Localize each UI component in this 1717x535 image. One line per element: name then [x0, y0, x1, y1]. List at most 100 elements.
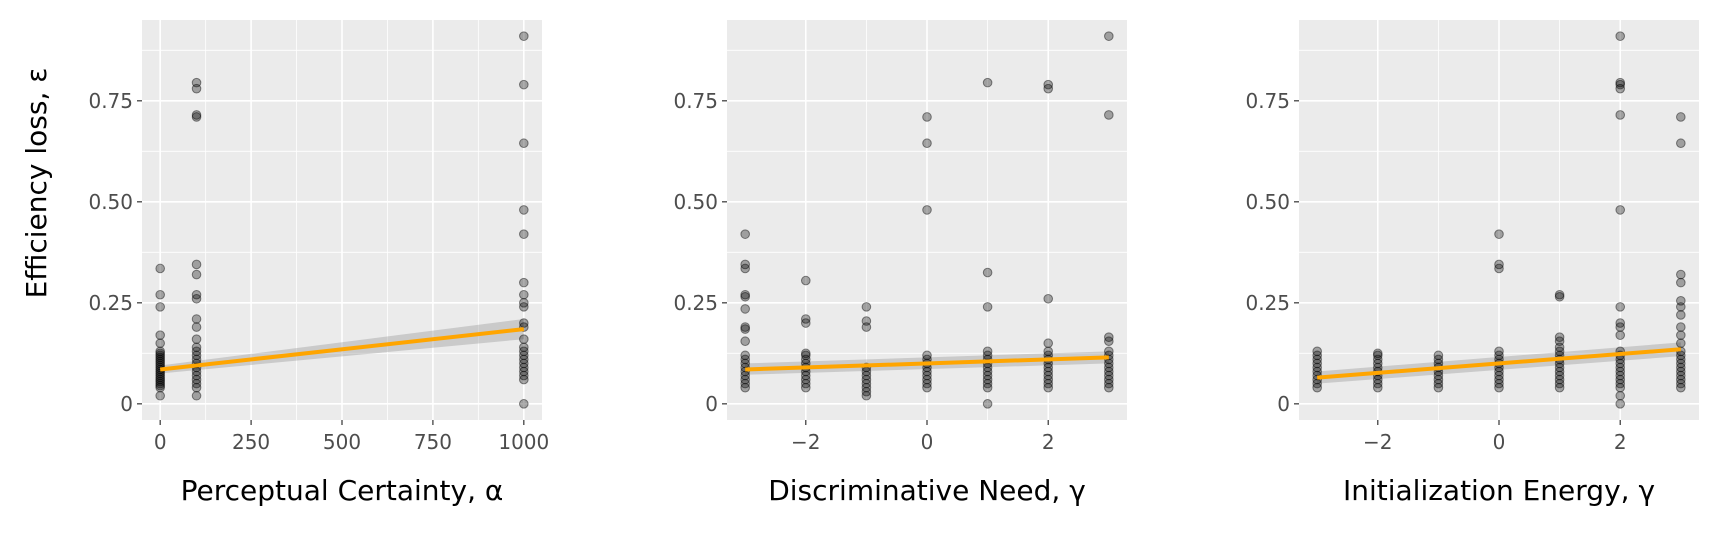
- fit-line: [745, 355, 1109, 372]
- data-point: [1554, 289, 1565, 300]
- data-point: [800, 382, 811, 393]
- data-point: [191, 269, 202, 280]
- data-point: [861, 382, 872, 393]
- data-point: [1676, 112, 1686, 122]
- data-point: [519, 346, 529, 357]
- data-point: [1494, 374, 1504, 385]
- data-point: [1372, 378, 1383, 389]
- data-point: [1676, 362, 1686, 373]
- y-tick-label: 0: [120, 392, 133, 416]
- data-point: [1312, 362, 1322, 373]
- data-point: [191, 83, 202, 94]
- data-point: [1676, 354, 1686, 365]
- data-point: [191, 374, 202, 385]
- data-point: [519, 302, 529, 312]
- data-point: [1676, 370, 1686, 381]
- data-point: [1554, 370, 1565, 381]
- data-point: [155, 289, 165, 300]
- data-point: [1615, 79, 1626, 90]
- data-point: [519, 358, 529, 369]
- data-point: [800, 350, 811, 361]
- data-point: [1615, 77, 1626, 88]
- data-point: [519, 138, 529, 149]
- data-point: [155, 374, 165, 385]
- data-point: [519, 31, 529, 41]
- data-point: [519, 277, 529, 288]
- data-point: [155, 350, 165, 361]
- data-point: [519, 289, 529, 300]
- data-point: [1312, 350, 1322, 361]
- data-point: [1043, 79, 1054, 90]
- data-point: [740, 370, 750, 381]
- data-point: [982, 366, 993, 377]
- data-point: [1104, 366, 1114, 377]
- data-point: [519, 318, 529, 328]
- data-point: [800, 370, 811, 381]
- data-point: [982, 267, 993, 278]
- data-point: [1554, 382, 1565, 393]
- data-point: [1372, 382, 1383, 393]
- data-point: [519, 229, 529, 239]
- y-tick-label: 0.25: [88, 291, 133, 315]
- data-point: [740, 354, 750, 365]
- data-point: [191, 259, 202, 270]
- data-point: [519, 399, 529, 409]
- data-point: [861, 374, 872, 385]
- data-point: [191, 322, 202, 332]
- data-point: [982, 370, 993, 381]
- data-point: [191, 110, 202, 120]
- data-point: [740, 374, 750, 385]
- data-point: [922, 374, 932, 385]
- data-point: [191, 293, 202, 304]
- data-point: [1104, 31, 1114, 41]
- data-point: [982, 378, 993, 389]
- x-tick-label: 0: [154, 430, 167, 454]
- data-point: [191, 112, 202, 122]
- data-point: [155, 352, 165, 363]
- y-tick-label: 0.50: [88, 190, 133, 214]
- data-point: [1615, 378, 1626, 389]
- data-point: [1312, 382, 1322, 393]
- fit-line: [1317, 347, 1681, 380]
- data-point: [1104, 374, 1114, 385]
- data-point: [922, 366, 932, 377]
- data-point: [982, 302, 993, 312]
- data-point: [1615, 390, 1626, 401]
- data-point: [1043, 362, 1054, 373]
- data-point: [1104, 110, 1114, 120]
- data-point: [1372, 348, 1383, 359]
- data-point: [800, 314, 811, 324]
- data-point: [1615, 322, 1626, 332]
- data-point: [1554, 291, 1565, 302]
- x-tick-label: 2: [1042, 430, 1055, 454]
- data-point: [191, 314, 202, 324]
- data-point: [861, 370, 872, 381]
- data-point: [861, 302, 872, 312]
- data-point: [1676, 338, 1686, 349]
- data-point: [982, 346, 993, 357]
- data-point: [519, 205, 529, 215]
- data-point: [1104, 362, 1114, 373]
- data-point: [1554, 332, 1565, 342]
- data-point: [155, 356, 165, 367]
- data-point: [1494, 382, 1504, 393]
- data-point: [1676, 374, 1686, 385]
- data-point: [740, 382, 750, 393]
- data-point: [1615, 382, 1626, 393]
- data-point: [922, 350, 932, 361]
- data-point: [1494, 229, 1504, 239]
- data-point: [1615, 374, 1626, 385]
- data-point: [1433, 370, 1444, 381]
- data-point: [155, 390, 165, 401]
- data-point: [1615, 31, 1626, 41]
- data-point: [1676, 366, 1686, 377]
- data-point: [1043, 293, 1054, 304]
- data-point: [861, 390, 872, 401]
- data-point: [1615, 110, 1626, 120]
- data-point: [155, 376, 165, 387]
- data-point: [155, 330, 165, 340]
- data-point: [1043, 370, 1054, 381]
- data-point: [191, 346, 202, 357]
- data-point: [1676, 310, 1686, 320]
- data-point: [1433, 382, 1444, 393]
